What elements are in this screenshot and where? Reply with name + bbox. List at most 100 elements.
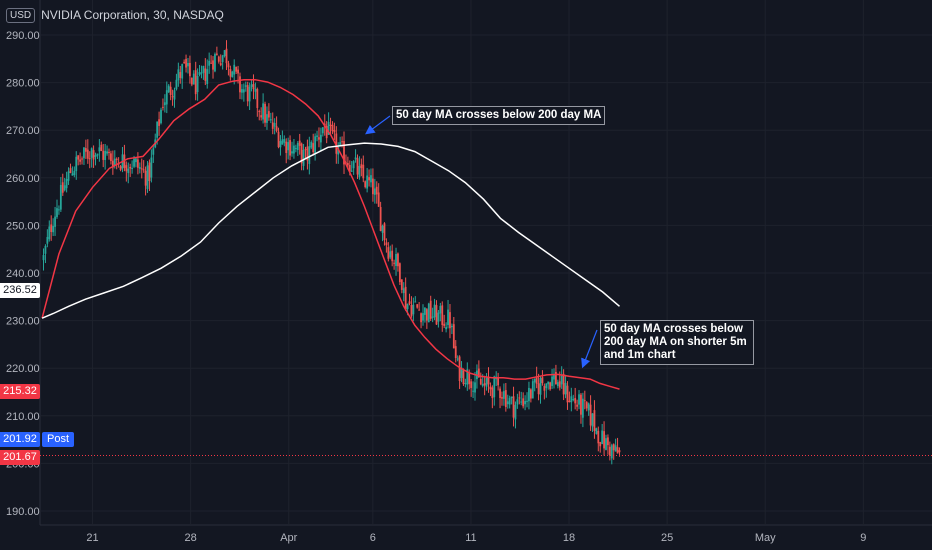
- candle-body: [79, 159, 82, 162]
- candle-body: [464, 383, 467, 385]
- candle-body: [391, 250, 394, 262]
- candle-body: [325, 125, 328, 139]
- candle-body: [69, 168, 72, 173]
- candle-body: [553, 374, 555, 380]
- candle-body: [287, 142, 290, 151]
- candle-body: [437, 312, 440, 322]
- candle-body: [429, 300, 432, 319]
- candle-body: [487, 377, 490, 385]
- candle-body: [508, 397, 511, 405]
- candle-body: [152, 148, 155, 155]
- candle-body: [375, 186, 378, 195]
- candle-body: [528, 387, 530, 402]
- candle-body: [443, 323, 446, 326]
- candle-body: [547, 381, 550, 385]
- candle-body: [54, 216, 56, 227]
- candle-body: [319, 134, 322, 143]
- candle-body: [239, 76, 241, 93]
- candle-body: [474, 382, 476, 393]
- y-tick-label: 290.00: [6, 30, 40, 42]
- candle-body: [266, 114, 268, 123]
- y-tick-label: 190.00: [6, 506, 40, 518]
- annotation-ma-cross-short[interactable]: 50 day MA crosses below 200 day MA on sh…: [600, 320, 754, 365]
- candle-body: [194, 70, 197, 95]
- candle-body: [379, 207, 382, 231]
- candle-body: [354, 157, 357, 160]
- candle-body: [156, 121, 159, 138]
- candle-body: [418, 309, 421, 311]
- candle-body: [150, 157, 153, 178]
- candle-body: [568, 400, 571, 402]
- candle-body: [90, 148, 93, 158]
- candle-body: [472, 390, 474, 392]
- candle-body: [372, 178, 374, 195]
- candle-body: [356, 158, 359, 175]
- x-tick-label: 11: [465, 532, 476, 544]
- candle-body: [395, 254, 397, 267]
- candle-body: [212, 60, 214, 70]
- candle-body: [169, 86, 172, 96]
- candle-body: [433, 304, 436, 318]
- candle-body: [566, 385, 569, 403]
- candle-body: [298, 140, 301, 146]
- candle-body: [450, 325, 453, 328]
- candle-body: [92, 150, 95, 160]
- candle-body: [572, 399, 575, 401]
- candle-body: [470, 381, 473, 388]
- candle-body: [339, 142, 342, 146]
- candle-body: [397, 253, 399, 267]
- candle-body: [531, 381, 534, 399]
- candle-body: [131, 168, 134, 170]
- candle-body: [543, 386, 546, 391]
- candle-body: [187, 62, 189, 67]
- candle-body: [63, 185, 66, 191]
- candle-body: [108, 151, 110, 153]
- symbol-title[interactable]: NVIDIA Corporation, 30, NASDAQ: [41, 8, 224, 22]
- candle-body: [306, 146, 309, 161]
- candle-body: [427, 303, 430, 323]
- candle-body: [190, 77, 193, 85]
- candle-body: [275, 126, 278, 131]
- candle-body: [422, 313, 424, 321]
- candle-body: [510, 396, 513, 399]
- price-tag-200ma: 236.52: [0, 283, 40, 298]
- candle-body: [231, 71, 234, 78]
- candle-body: [497, 377, 500, 386]
- candle-body: [327, 121, 330, 135]
- candle-body: [564, 382, 567, 395]
- candle-body: [447, 309, 449, 325]
- candle-body: [196, 75, 199, 93]
- candle-body: [133, 158, 135, 167]
- candle-body: [425, 309, 428, 321]
- candle-body: [127, 168, 130, 174]
- currency-badge[interactable]: USD: [6, 7, 36, 23]
- candle-body: [587, 403, 590, 411]
- annotation-ma-cross[interactable]: 50 day MA crosses below 200 day MA: [392, 106, 606, 125]
- candle-body: [204, 68, 207, 81]
- candle-body: [504, 390, 507, 408]
- candle-body: [335, 133, 338, 154]
- candle-body: [219, 63, 222, 66]
- y-tick-label: 230.00: [6, 316, 40, 328]
- candle-body: [493, 376, 496, 398]
- candle-body: [106, 151, 108, 154]
- candle-body: [84, 148, 87, 152]
- candle-body: [408, 301, 411, 304]
- candle-body: [233, 64, 236, 75]
- candle-body: [601, 430, 604, 445]
- candle-body: [173, 90, 176, 100]
- candle-body: [244, 85, 247, 87]
- candle-body: [71, 173, 74, 176]
- candle-body: [551, 376, 553, 386]
- candle-body: [589, 404, 592, 426]
- candle-body: [385, 242, 388, 246]
- x-tick-label: 6: [370, 532, 376, 544]
- candle-body: [125, 165, 128, 172]
- candle-body: [583, 400, 586, 402]
- candle-body: [146, 165, 149, 189]
- candle-body: [96, 153, 99, 156]
- candle-body: [518, 397, 521, 399]
- candle-body: [416, 304, 419, 308]
- candle-body: [304, 149, 307, 151]
